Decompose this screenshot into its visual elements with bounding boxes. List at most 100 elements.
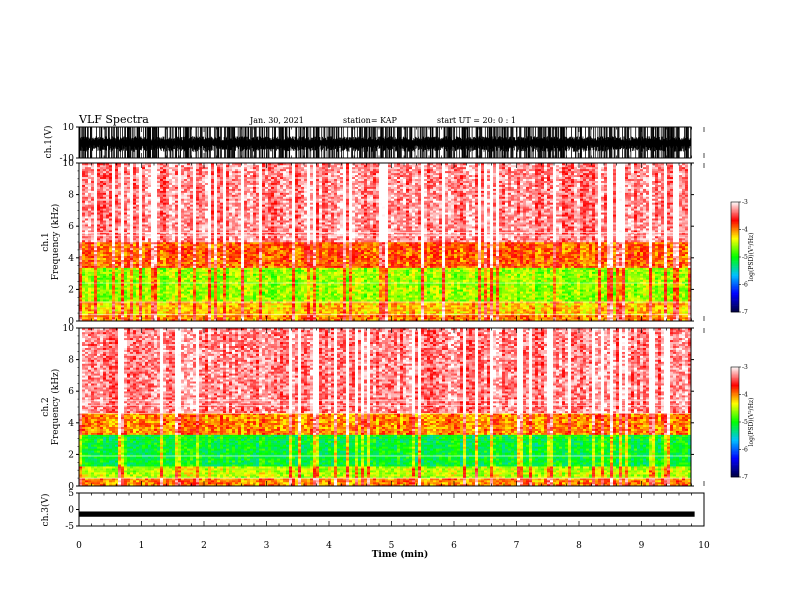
spectrogram-cell <box>127 208 131 211</box>
spectrogram-cell <box>262 202 266 205</box>
spectrogram-cell <box>145 305 149 308</box>
spectrogram-cell <box>121 180 125 183</box>
spectrogram-cell <box>199 291 203 294</box>
spectrogram-cell <box>124 293 128 296</box>
spectrogram-cell <box>253 216 257 219</box>
spectrogram-cell <box>190 178 194 181</box>
spectrogram-cell <box>181 251 185 255</box>
spectrogram-cell <box>190 176 194 179</box>
spectrogram-cell <box>211 315 215 318</box>
spectrogram-cell <box>247 176 251 179</box>
spectrogram-cell <box>178 170 182 174</box>
spectrogram-cell <box>142 281 146 284</box>
spectrogram-cell <box>187 202 191 205</box>
spectrogram-cell <box>118 238 122 241</box>
spectrogram-cell <box>226 291 230 294</box>
spectrogram-cell <box>91 269 95 272</box>
spectrogram-cell <box>103 228 107 231</box>
spectrogram-cell <box>220 200 224 203</box>
spectrogram-cell <box>103 295 107 298</box>
spectrogram-cell <box>91 212 95 215</box>
spectrogram-cell <box>100 172 104 176</box>
spectrogram-cell <box>169 200 173 203</box>
spectrogram-cell <box>139 206 143 209</box>
spectrogram-cell <box>223 269 227 272</box>
spectrogram-cell <box>109 170 113 174</box>
spectrogram-cell <box>238 190 242 193</box>
spectrogram-cell <box>148 245 152 249</box>
spectrogram-cell <box>133 242 137 245</box>
spectrogram-cell <box>229 216 233 219</box>
spectrogram-cell <box>112 220 116 223</box>
spectrogram-cell <box>214 245 218 249</box>
spectrogram-cell <box>211 234 215 237</box>
spectrogram-cell <box>166 307 170 310</box>
spectrogram-cell <box>169 236 173 239</box>
spectrogram-cell <box>250 202 254 205</box>
spectrogram-cell <box>145 218 149 221</box>
spectrogram-cell <box>166 206 170 209</box>
spectrogram-cell <box>109 190 113 193</box>
spectrogram-cell <box>223 214 227 217</box>
spectrogram-cell <box>247 251 251 255</box>
spectrogram-cell <box>238 210 242 213</box>
spectrogram-cell <box>145 271 149 274</box>
spectrogram-cell <box>172 289 176 292</box>
spectrogram-cell <box>187 255 191 258</box>
spectrogram-cell <box>136 168 140 172</box>
spectrogram-cell <box>259 234 263 237</box>
spectrogram-cell <box>139 287 143 290</box>
spectrogram-cell <box>220 240 224 243</box>
spectrogram-cell <box>250 269 254 272</box>
spectrogram-cell <box>256 293 260 296</box>
spectrogram-cell <box>214 299 218 302</box>
spectrogram-cell <box>160 222 164 225</box>
spectrogram-cell <box>238 317 242 320</box>
spectrogram-cell <box>217 180 221 183</box>
spectrogram-cell <box>202 255 206 258</box>
spectrogram-cell <box>166 317 170 320</box>
spectrogram-cell <box>244 166 248 170</box>
spectrogram-cell <box>169 261 173 264</box>
spectrogram-cell <box>238 240 242 243</box>
spectrogram-cell <box>163 289 167 292</box>
spectrogram-cell <box>127 198 131 201</box>
spectrogram-cell <box>157 245 161 249</box>
spectrogram-cell <box>142 216 146 219</box>
spectrogram-cell <box>172 188 176 191</box>
spectrogram-cell <box>124 230 128 233</box>
spectrogram-cell <box>100 313 104 316</box>
spectrogram-cell <box>106 208 110 211</box>
spectrogram-cell <box>250 182 254 185</box>
spectrogram-cell <box>130 311 134 314</box>
spectrogram-cell <box>145 236 149 239</box>
spectrogram-cell <box>97 279 101 282</box>
spectrogram-cell <box>202 230 206 233</box>
spectrogram-cell <box>208 247 212 251</box>
spectrogram-cell <box>247 287 251 290</box>
spectrogram-cell <box>193 317 197 320</box>
spectrogram-cell <box>253 176 257 179</box>
spectrogram-cell <box>256 319 260 322</box>
spectrogram-cell <box>139 291 143 294</box>
spectrogram-cell <box>139 182 143 185</box>
spectrogram-cell <box>184 170 188 174</box>
spectrogram-cell <box>79 279 83 282</box>
spectrogram-cell <box>118 297 122 300</box>
spectrogram-cell <box>250 163 254 166</box>
spectrogram-cell <box>193 188 197 191</box>
spectrogram-cell <box>259 311 263 314</box>
spectrogram-cell <box>262 299 266 302</box>
spectrogram-cell <box>232 222 236 225</box>
spectrogram-cell <box>241 251 245 255</box>
spectrogram-cell <box>211 243 215 247</box>
spectrogram-cell <box>256 228 260 231</box>
spectrogram-cell <box>97 210 101 213</box>
spectrogram-cell <box>139 168 143 172</box>
spectrogram-cell <box>217 285 221 288</box>
spectrogram-cell <box>79 210 83 213</box>
spectrogram-cell <box>256 305 260 308</box>
spectrogram-cell <box>136 194 140 197</box>
spectrogram-cell <box>202 190 206 193</box>
spectrogram-cell <box>79 190 83 193</box>
